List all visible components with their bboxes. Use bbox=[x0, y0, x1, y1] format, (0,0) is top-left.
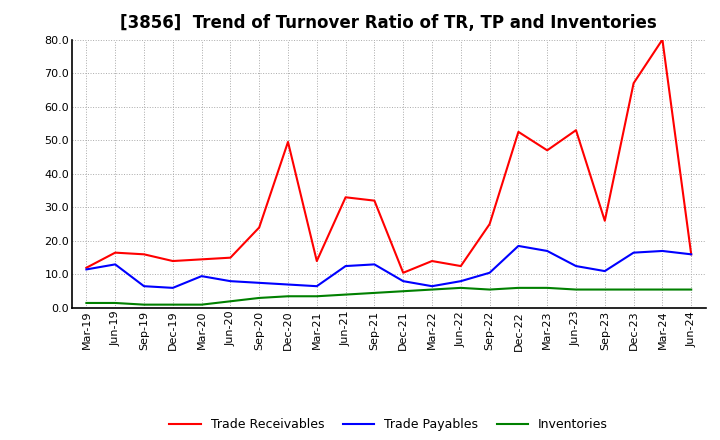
Trade Payables bbox=[572, 264, 580, 269]
Inventories bbox=[399, 289, 408, 294]
Trade Receivables bbox=[399, 270, 408, 275]
Inventories bbox=[255, 295, 264, 301]
Inventories bbox=[687, 287, 696, 292]
Trade Payables bbox=[341, 264, 350, 269]
Trade Receivables bbox=[226, 255, 235, 260]
Inventories bbox=[658, 287, 667, 292]
Inventories bbox=[111, 301, 120, 306]
Trade Payables bbox=[514, 243, 523, 249]
Inventories bbox=[168, 302, 177, 307]
Trade Receivables bbox=[543, 148, 552, 153]
Trade Receivables bbox=[658, 37, 667, 42]
Trade Payables bbox=[658, 248, 667, 253]
Trade Receivables bbox=[140, 252, 148, 257]
Trade Payables bbox=[312, 283, 321, 289]
Trade Payables bbox=[399, 279, 408, 284]
Inventories bbox=[312, 293, 321, 299]
Inventories bbox=[629, 287, 638, 292]
Trade Receivables bbox=[341, 194, 350, 200]
Inventories bbox=[514, 285, 523, 290]
Trade Receivables bbox=[82, 265, 91, 270]
Trade Payables bbox=[687, 252, 696, 257]
Trade Receivables bbox=[312, 258, 321, 264]
Inventories bbox=[543, 285, 552, 290]
Trade Receivables bbox=[600, 218, 609, 224]
Trade Payables bbox=[168, 285, 177, 290]
Trade Payables bbox=[456, 279, 465, 284]
Inventories bbox=[600, 287, 609, 292]
Trade Receivables bbox=[168, 258, 177, 264]
Inventories bbox=[572, 287, 580, 292]
Trade Receivables bbox=[370, 198, 379, 203]
Trade Payables bbox=[140, 283, 148, 289]
Title: [3856]  Trend of Turnover Ratio of TR, TP and Inventories: [3856] Trend of Turnover Ratio of TR, TP… bbox=[120, 15, 657, 33]
Trade Payables bbox=[82, 267, 91, 272]
Trade Receivables bbox=[428, 258, 436, 264]
Trade Payables bbox=[485, 270, 494, 275]
Inventories bbox=[370, 290, 379, 296]
Trade Payables bbox=[111, 262, 120, 267]
Trade Payables bbox=[370, 262, 379, 267]
Inventories bbox=[226, 299, 235, 304]
Line: Trade Payables: Trade Payables bbox=[86, 246, 691, 288]
Trade Receivables bbox=[572, 128, 580, 133]
Trade Payables bbox=[284, 282, 292, 287]
Inventories bbox=[82, 301, 91, 306]
Trade Receivables bbox=[111, 250, 120, 255]
Trade Payables bbox=[629, 250, 638, 255]
Trade Receivables bbox=[456, 264, 465, 269]
Inventories bbox=[428, 287, 436, 292]
Trade Payables bbox=[543, 248, 552, 253]
Inventories bbox=[456, 285, 465, 290]
Trade Receivables bbox=[485, 221, 494, 227]
Inventories bbox=[197, 302, 206, 307]
Trade Payables bbox=[428, 283, 436, 289]
Trade Receivables bbox=[629, 81, 638, 86]
Trade Payables bbox=[226, 279, 235, 284]
Trade Receivables bbox=[197, 257, 206, 262]
Inventories bbox=[485, 287, 494, 292]
Trade Payables bbox=[600, 268, 609, 274]
Legend: Trade Receivables, Trade Payables, Inventories: Trade Receivables, Trade Payables, Inven… bbox=[164, 413, 613, 436]
Line: Inventories: Inventories bbox=[86, 288, 691, 304]
Trade Payables bbox=[197, 274, 206, 279]
Trade Receivables bbox=[284, 139, 292, 145]
Inventories bbox=[284, 293, 292, 299]
Trade Payables bbox=[255, 280, 264, 286]
Line: Trade Receivables: Trade Receivables bbox=[86, 40, 691, 273]
Trade Receivables bbox=[255, 225, 264, 230]
Trade Receivables bbox=[514, 129, 523, 135]
Inventories bbox=[341, 292, 350, 297]
Inventories bbox=[140, 302, 148, 307]
Trade Receivables bbox=[687, 252, 696, 257]
